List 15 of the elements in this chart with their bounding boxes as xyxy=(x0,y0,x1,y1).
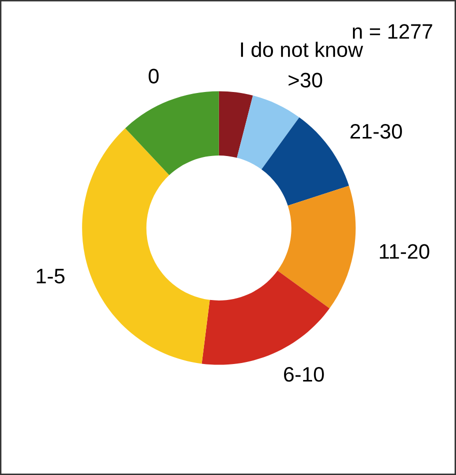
slice-label: I do not know xyxy=(241,42,364,58)
slice-label: >30 xyxy=(288,72,322,88)
slice-label: 0 xyxy=(148,68,159,84)
donut-slice xyxy=(278,186,356,308)
donut-slice xyxy=(261,117,349,206)
slice-label: 21-30 xyxy=(350,124,402,139)
donut-slice xyxy=(218,91,253,158)
donut-slice xyxy=(202,270,330,365)
slice-label: 6-10 xyxy=(284,366,324,382)
donut-slice xyxy=(236,96,300,170)
text: n = 1277 xyxy=(352,24,432,39)
slice-label: 1-5 xyxy=(36,268,64,284)
donut-slice xyxy=(125,91,219,176)
slice-label: 11-20 xyxy=(380,244,430,259)
donut-slice xyxy=(82,128,210,364)
